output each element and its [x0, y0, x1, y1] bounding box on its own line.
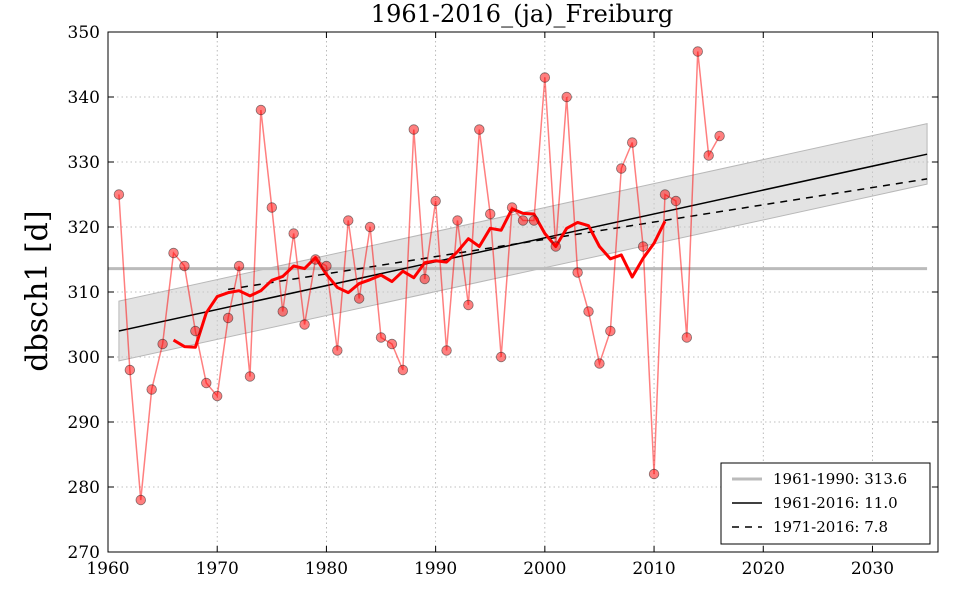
- data-point: [299, 319, 310, 330]
- data-point: [408, 124, 419, 135]
- data-point: [419, 273, 430, 285]
- data-point: [539, 72, 551, 83]
- data-point: [528, 215, 540, 226]
- data-point: [463, 299, 474, 311]
- data-point: [157, 338, 168, 350]
- x-tick-label: 1960: [86, 559, 129, 579]
- data-point: [222, 312, 234, 324]
- data-point: [321, 260, 332, 272]
- y-tick-label: 340: [68, 88, 100, 108]
- data-point: [364, 221, 376, 233]
- y-tick-label: 330: [68, 153, 100, 173]
- data-point: [474, 124, 485, 135]
- x-tick-label: 2010: [632, 559, 675, 579]
- y-tick-label: 280: [68, 478, 100, 498]
- y-tick-label: 270: [68, 543, 100, 563]
- data-point: [506, 202, 518, 213]
- axis-ticks: 1960 1970 1980 1990 2000 2010 2020 2030 270 280 29…: [68, 23, 938, 579]
- annual-line: [118, 51, 721, 501]
- x-tick-label: 2000: [523, 559, 566, 579]
- x-tick-label: 1980: [305, 559, 348, 579]
- y-tick-label: 290: [68, 413, 100, 433]
- legend: 1961-1990: 313.6 1961-2016: 11.0 1971-20…: [720, 462, 931, 545]
- data-point: [233, 260, 245, 272]
- data-point: [594, 358, 605, 369]
- data-point: [572, 267, 583, 278]
- y-tick-label: 300: [68, 348, 100, 368]
- data-point: [277, 306, 288, 317]
- data-point: [375, 332, 387, 343]
- data-point: [146, 384, 157, 395]
- data-point: [583, 306, 594, 317]
- data-point: [190, 325, 201, 337]
- x-tick-label: 1970: [196, 559, 239, 579]
- data-point: [648, 468, 660, 480]
- y-tick-label: 350: [68, 23, 100, 43]
- data-point: [517, 215, 529, 226]
- data-point: [135, 494, 146, 506]
- data-point: [561, 91, 572, 103]
- data-point: [714, 130, 725, 142]
- data-point: [627, 137, 638, 148]
- y-tick-label: 320: [68, 218, 100, 238]
- x-tick-label: 1990: [414, 559, 457, 579]
- y-axis-label: dbsch1 [d]: [20, 210, 55, 371]
- data-point: [288, 228, 299, 239]
- data-point: [266, 202, 278, 213]
- legend-label-trend: 1961-2016: 11.0: [773, 494, 898, 512]
- x-tick-label: 2030: [851, 559, 894, 579]
- data-point: [397, 364, 409, 376]
- x-tick-label: 2020: [742, 559, 785, 579]
- data-point: [692, 46, 703, 57]
- data-point: [113, 189, 125, 200]
- data-point: [681, 332, 693, 343]
- chart-title: 1961-2016_(ja)_Freiburg: [371, 0, 673, 28]
- data-point: [386, 338, 398, 350]
- running-mean-line: [172, 207, 667, 349]
- data-point: [659, 189, 671, 200]
- data-point: [441, 345, 452, 356]
- data-point: [168, 247, 179, 259]
- data-point: [430, 195, 441, 207]
- data-point: [244, 371, 256, 382]
- data-point: [332, 345, 343, 356]
- y-tick-label: 310: [68, 283, 100, 303]
- data-point: [179, 260, 190, 272]
- data-point: [212, 390, 223, 402]
- data-point: [255, 104, 267, 116]
- data-point: [124, 364, 136, 376]
- legend-label-trend-recent: 1971-2016: 7.8: [773, 518, 888, 536]
- data-point: [485, 208, 496, 220]
- data-point: [310, 254, 321, 265]
- data-point: [703, 150, 714, 161]
- data-point: [616, 163, 627, 174]
- data-point: [495, 351, 507, 363]
- data-point: [550, 241, 561, 252]
- data-point: [637, 241, 649, 252]
- data-point: [670, 195, 682, 207]
- data-point: [353, 293, 365, 304]
- data-point: [201, 377, 212, 389]
- data-point: [452, 215, 463, 226]
- legend-label-mean: 1961-1990: 313.6: [773, 470, 907, 488]
- series: [113, 46, 725, 506]
- data-point: [343, 215, 354, 226]
- data-point: [605, 325, 616, 337]
